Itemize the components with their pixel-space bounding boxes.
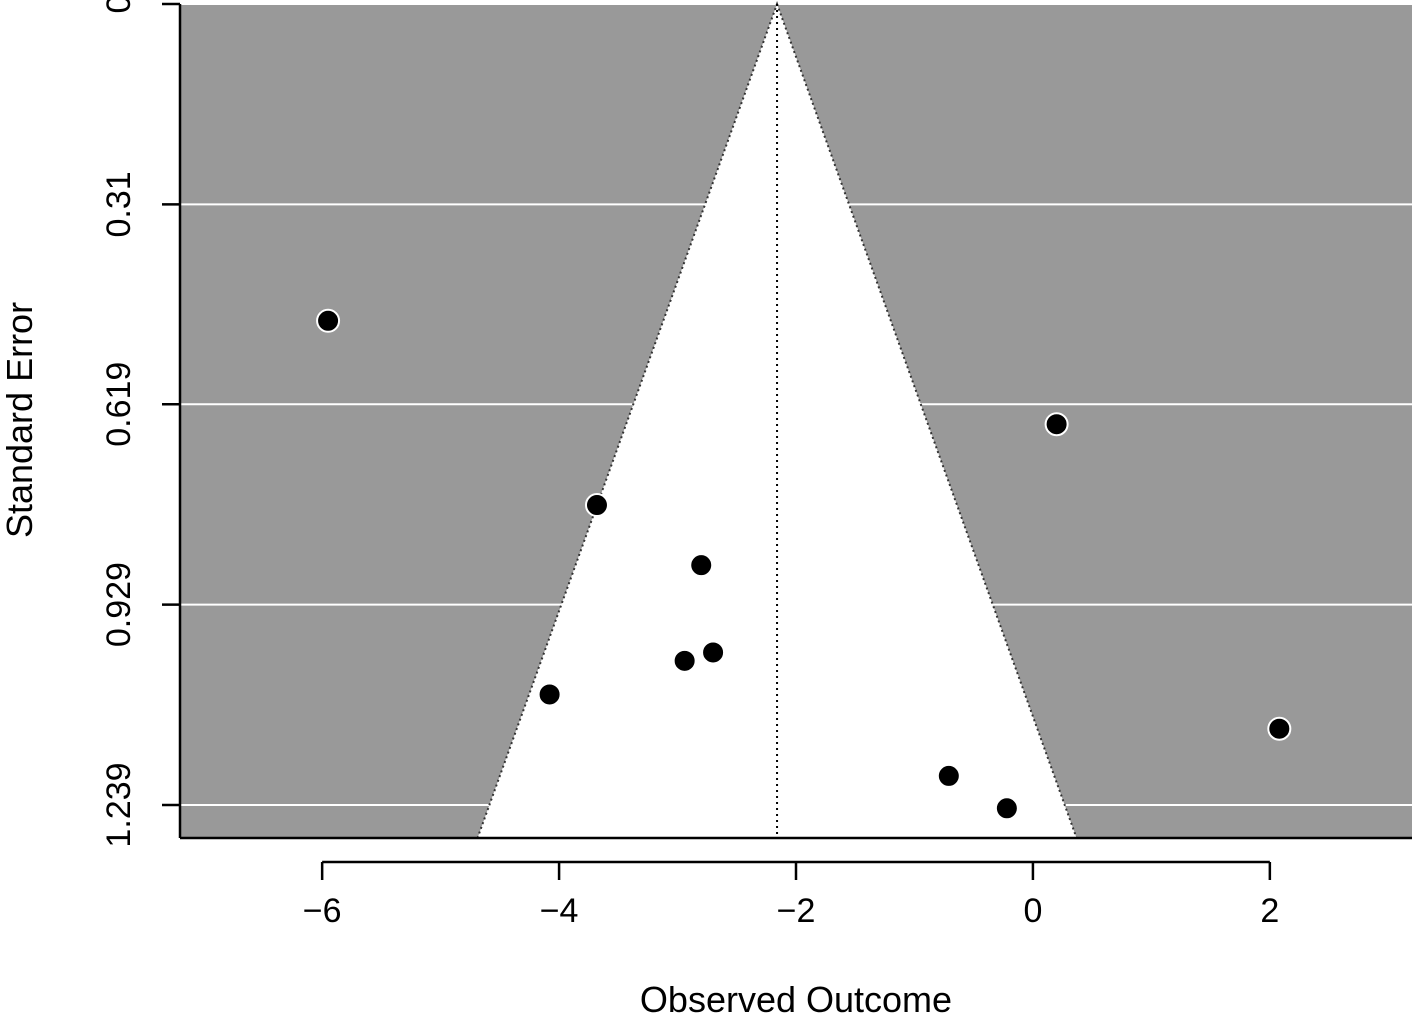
y-tick-label-0: 0 bbox=[100, 0, 138, 13]
study-point-3 bbox=[689, 553, 714, 578]
study-point-9 bbox=[994, 796, 1019, 821]
axes bbox=[178, 4, 1412, 840]
study-point-7 bbox=[1267, 716, 1292, 741]
study-point-5 bbox=[672, 648, 697, 673]
x-axis-title: Observed Outcome bbox=[640, 979, 952, 1018]
study-point-2 bbox=[584, 493, 609, 518]
study-points bbox=[316, 308, 1292, 821]
study-point-0 bbox=[316, 308, 341, 333]
y-axis-title: Standard Error bbox=[0, 302, 40, 538]
study-point-8 bbox=[936, 763, 961, 788]
y-tick-label-4: 1.239 bbox=[100, 762, 138, 847]
x-tick-label-4: 2 bbox=[1260, 892, 1279, 930]
x-tick-label-3: 0 bbox=[1023, 892, 1042, 930]
x-tick-label-2: −2 bbox=[777, 892, 816, 930]
y-tick-label-3: 0.929 bbox=[100, 562, 138, 647]
y-tick-label-2: 0.619 bbox=[100, 362, 138, 447]
study-point-4 bbox=[701, 640, 726, 665]
x-tick-label-0: −6 bbox=[303, 892, 342, 930]
study-point-1 bbox=[1044, 412, 1069, 437]
study-point-6 bbox=[537, 682, 562, 707]
x-tick-label-1: −4 bbox=[540, 892, 579, 930]
x-axis-ticks: −6 −4 −2 0 2 bbox=[303, 860, 1279, 930]
y-axis-ticks: 0 0.31 0.619 0.929 1.239 bbox=[100, 0, 180, 848]
y-tick-label-1: 0.31 bbox=[100, 171, 138, 237]
